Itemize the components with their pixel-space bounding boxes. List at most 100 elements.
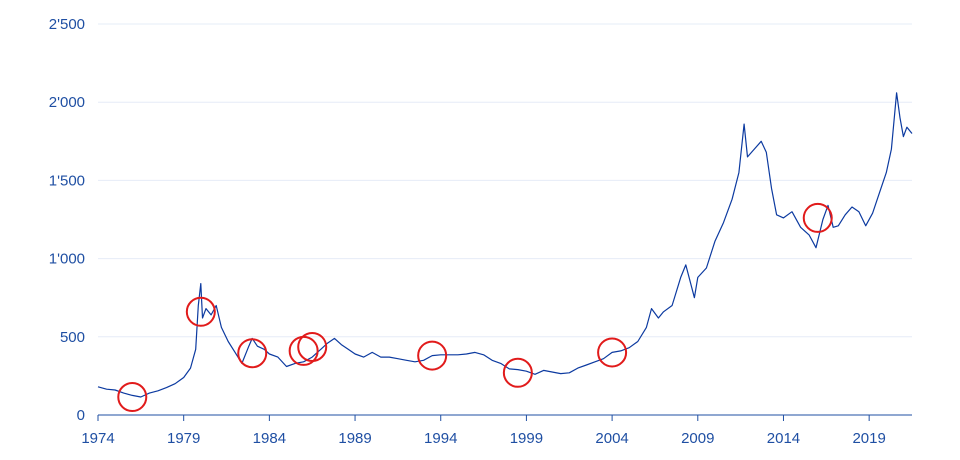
data-point	[483, 354, 484, 355]
data-point	[845, 214, 846, 215]
data-point	[906, 127, 907, 128]
data-point	[372, 352, 373, 353]
data-point	[432, 355, 433, 356]
data-point	[397, 358, 398, 359]
data-point	[815, 247, 816, 248]
data-point	[492, 360, 493, 361]
data-point	[694, 297, 695, 298]
x-tick-label: 2009	[681, 430, 714, 447]
data-point	[851, 206, 852, 207]
y-tick-label: 500	[60, 329, 85, 346]
data-point	[865, 225, 866, 226]
data-point	[406, 360, 407, 361]
data-point	[534, 374, 535, 375]
y-tick-label: 1'500	[49, 172, 85, 189]
data-point	[466, 353, 467, 354]
x-tick-label: 1979	[167, 430, 200, 447]
data-point	[123, 393, 124, 394]
data-point	[552, 371, 553, 372]
data-point	[872, 213, 873, 214]
data-point	[327, 342, 328, 343]
data-point	[658, 317, 659, 318]
data-point	[629, 347, 630, 348]
data-point	[903, 136, 904, 137]
data-point	[776, 214, 777, 215]
data-point	[766, 152, 767, 153]
data-point	[106, 389, 107, 390]
data-point	[569, 372, 570, 373]
data-point	[414, 361, 415, 362]
data-point	[833, 227, 834, 228]
data-point	[697, 277, 698, 278]
data-point	[175, 383, 176, 384]
data-point	[809, 235, 810, 236]
data-point	[115, 389, 116, 390]
x-tick-label: 1989	[338, 430, 371, 447]
data-point	[132, 395, 133, 396]
data-point	[783, 217, 784, 218]
data-point	[671, 305, 672, 306]
data-point	[509, 368, 510, 369]
data-point	[341, 344, 342, 345]
x-tick-label: 1984	[253, 430, 286, 447]
x-tick-label: 1994	[424, 430, 457, 447]
highlight-circle	[802, 202, 833, 233]
data-point	[879, 192, 880, 193]
data-point	[743, 123, 744, 124]
data-point	[637, 341, 638, 342]
y-tick-label: 2'000	[49, 94, 85, 111]
data-point	[827, 205, 828, 206]
data-point	[838, 225, 839, 226]
highlight-circle	[117, 382, 148, 413]
data-point	[269, 353, 270, 354]
y-tick-label: 1'000	[49, 251, 85, 268]
data-point	[97, 386, 98, 387]
data-point	[500, 363, 501, 364]
data-point	[896, 92, 897, 93]
data-point	[603, 358, 604, 359]
data-point	[526, 371, 527, 372]
data-point	[140, 396, 141, 397]
x-tick-label: 2004	[595, 430, 628, 447]
data-point	[891, 149, 892, 150]
data-point	[899, 117, 900, 118]
highlight-circle	[417, 340, 448, 371]
data-point	[646, 327, 647, 328]
highlight-circle	[502, 357, 533, 388]
data-point	[560, 373, 561, 374]
data-point	[706, 267, 707, 268]
data-point	[380, 357, 381, 358]
data-point	[389, 357, 390, 358]
x-tick-label: 2014	[767, 430, 800, 447]
data-point	[543, 370, 544, 371]
data-point	[791, 211, 792, 212]
data-point	[754, 149, 755, 150]
data-point	[738, 172, 739, 173]
data-point	[303, 361, 304, 362]
data-point	[320, 349, 321, 350]
data-point	[747, 156, 748, 157]
data-point	[363, 357, 364, 358]
x-tick-label: 1999	[510, 430, 543, 447]
x-tick-label: 1974	[81, 430, 114, 447]
data-point	[474, 352, 475, 353]
highlight-circle	[597, 337, 628, 368]
data-point	[714, 241, 715, 242]
data-point	[183, 377, 184, 378]
data-point	[348, 349, 349, 350]
data-point	[334, 338, 335, 339]
y-tick-label: 0	[77, 407, 85, 424]
data-point	[149, 393, 150, 394]
data-point	[594, 361, 595, 362]
data-point	[886, 172, 887, 173]
highlight-circle	[297, 331, 328, 362]
highlight-circle	[237, 338, 268, 369]
data-point	[195, 349, 196, 350]
data-point	[202, 317, 203, 318]
highlight-circle	[185, 296, 216, 327]
data-point	[723, 222, 724, 223]
data-point	[663, 311, 664, 312]
x-tick-label: 2019	[852, 430, 885, 447]
